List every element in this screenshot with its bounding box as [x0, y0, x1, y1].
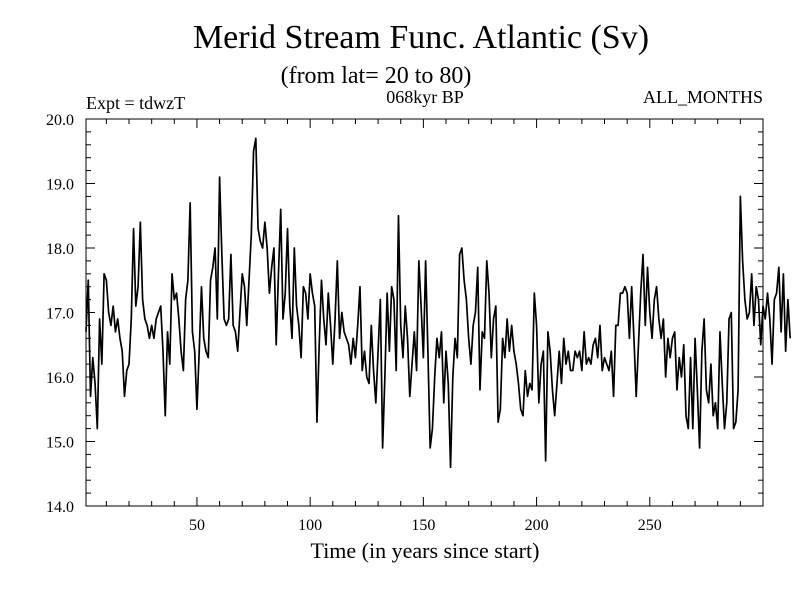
y-tick-label: 19.0 — [46, 177, 74, 194]
chart-title: Merid Stream Func. Atlantic (Sv) — [193, 19, 649, 56]
series-layer — [85, 137, 792, 469]
y-tick-label: 14.0 — [46, 499, 74, 516]
chart-subtitle: (from lat= 20 to 80) — [281, 63, 472, 89]
y-tick-label: 15.0 — [46, 435, 74, 452]
y-tick-label: 20.0 — [46, 112, 74, 129]
experiment-label: Expt = tdwzT — [86, 93, 185, 113]
x-tick-label: 50 — [189, 517, 205, 534]
x-tick-label: 250 — [638, 517, 662, 534]
x-tick-label: 200 — [525, 517, 549, 534]
axis-ticks — [86, 118, 763, 507]
x-tick-label: 100 — [298, 517, 322, 534]
y-tick-label: 16.0 — [46, 370, 74, 387]
y-tick-label: 18.0 — [46, 241, 74, 258]
x-tick-label: 150 — [411, 517, 435, 534]
series-line — [85, 137, 792, 469]
months-label: ALL_MONTHS — [643, 87, 763, 107]
axis-tick-labels: 14.0 15.0 16.0 17.0 18.0 19.0 20.0 50 100 150 200 2… — [46, 112, 662, 534]
y-tick-label: 17.0 — [46, 306, 74, 323]
period-label: 068kyr BP — [386, 87, 464, 107]
x-axis-label: Time (in years since start) — [311, 538, 540, 563]
